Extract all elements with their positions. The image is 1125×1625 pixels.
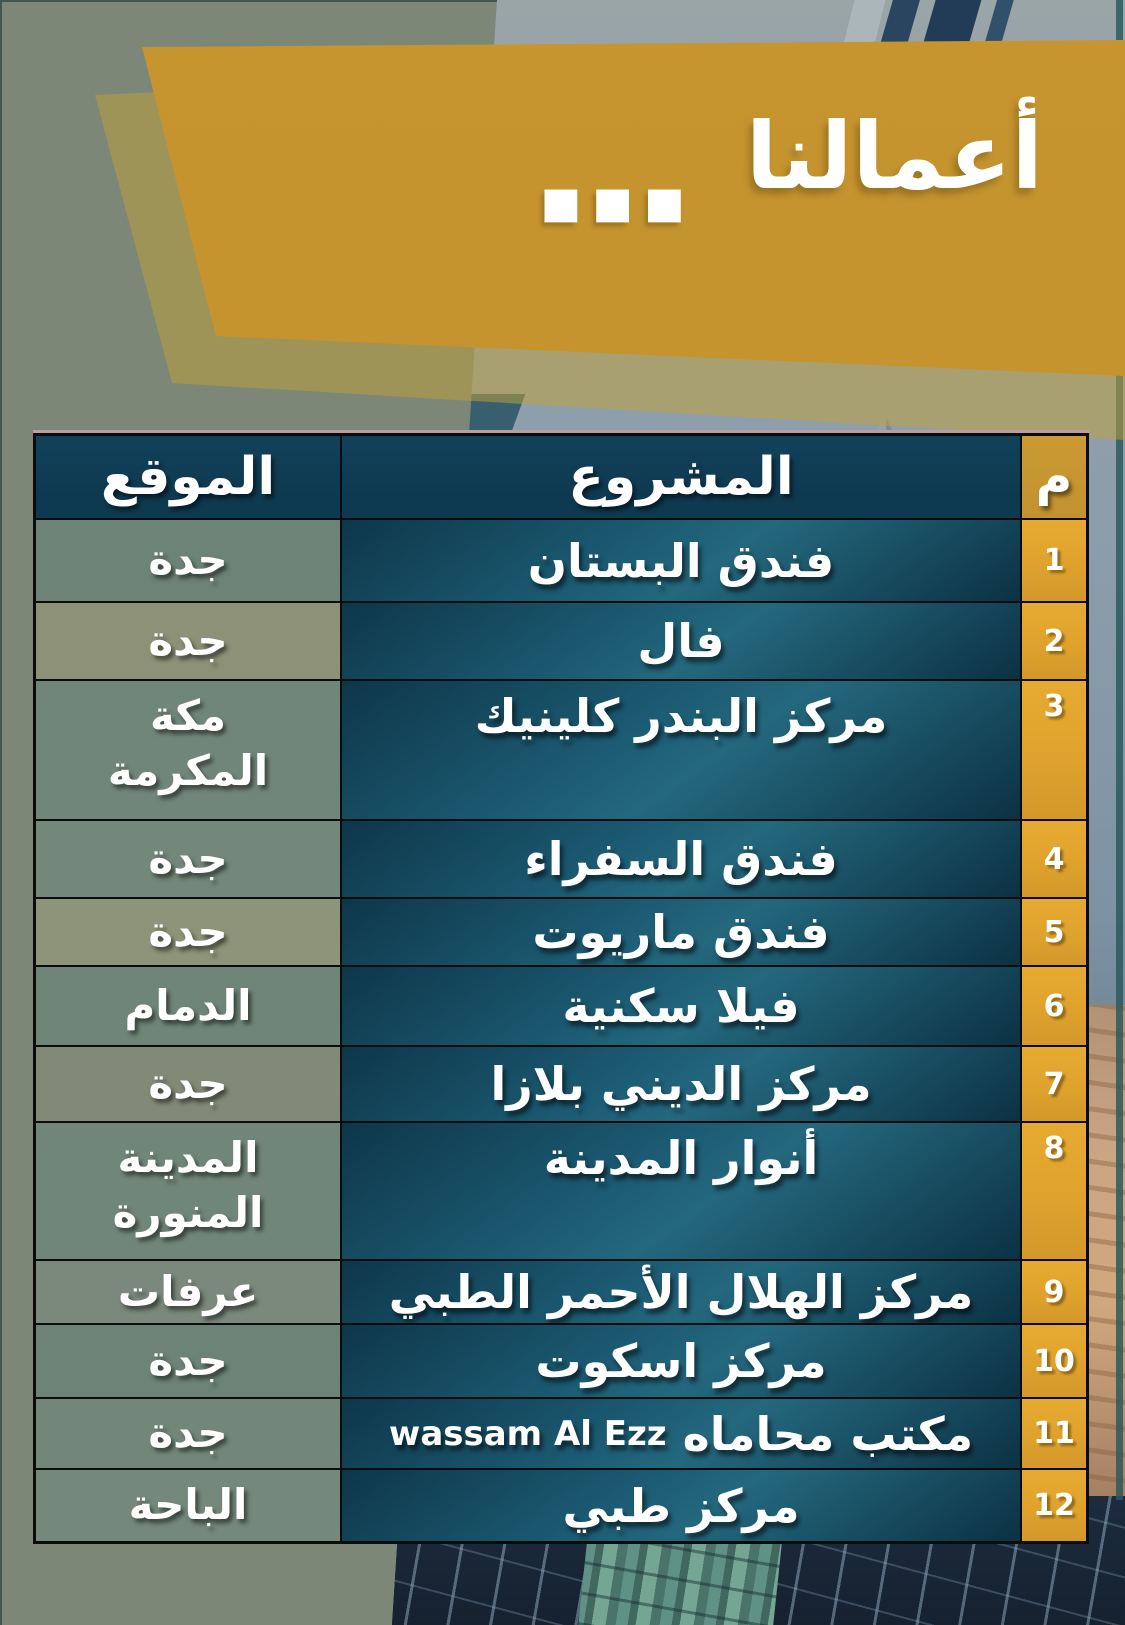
row-number-cell: 11: [1022, 1399, 1086, 1468]
row-number-cell: 7: [1022, 1047, 1086, 1121]
project-name: فندق ماريوت: [532, 905, 830, 959]
project-location-cell: الباحة: [36, 1470, 340, 1541]
row-number-cell: 4: [1022, 821, 1086, 897]
project-name-cell: أنوار المدينة: [342, 1123, 1020, 1259]
page-title: أعمالنا: [745, 103, 1043, 210]
project-name-cell: فندق السفراء: [342, 821, 1020, 897]
project-location-cell: جدة: [36, 821, 340, 897]
project-location-cell: عرفات: [36, 1261, 340, 1323]
row-number-cell: 1: [1022, 520, 1086, 601]
title-row: أعمالنا ▪▪▪: [539, 104, 1043, 234]
project-location-cell: جدة: [36, 1399, 340, 1468]
row-number-cell: 12: [1022, 1470, 1086, 1541]
project-name: فندق البستان: [527, 533, 835, 588]
project-name-cell: مركز الديني بلازا: [342, 1047, 1020, 1121]
project-location-cell: جدة: [36, 1047, 340, 1121]
project-name-cell: فيلا سكنية: [342, 967, 1020, 1045]
project-name-cell: مركز اسكوت: [342, 1325, 1020, 1397]
project-name-cell: فال: [342, 603, 1020, 679]
project-name: فيلا سكنية: [562, 979, 800, 1033]
row-number-cell: 5: [1022, 899, 1086, 965]
project-location-cell: الدمام: [36, 967, 340, 1045]
project-location-cell: جدة: [36, 899, 340, 965]
project-name: مكتب محاماه: [682, 1406, 974, 1461]
header-index: م: [1022, 436, 1086, 518]
project-location-cell: مكة المكرمة: [36, 681, 340, 819]
project-name-cell: مركز البندر كلينيك: [342, 681, 1020, 819]
project-name-cell: مكتب محاماه wassam Al Ezz: [342, 1399, 1020, 1468]
row-number-cell: 8: [1022, 1123, 1086, 1259]
row-number-cell: 2: [1022, 603, 1086, 679]
project-name-cell: فندق ماريوت: [342, 899, 1020, 965]
project-name-cell: فندق البستان: [342, 520, 1020, 601]
project-name-cell: مركز الهلال الأحمر الطبي: [342, 1261, 1020, 1323]
project-name: مركز الديني بلازا: [490, 1057, 872, 1111]
project-location-cell: جدة: [36, 603, 340, 679]
row-number-cell: 9: [1022, 1261, 1086, 1323]
project-name: فال: [637, 614, 725, 668]
project-name: فندق السفراء: [524, 832, 838, 886]
project-name-latin: wassam Al Ezz: [388, 1413, 667, 1454]
project-name: أنوار المدينة: [543, 1131, 819, 1185]
row-number-cell: 6: [1022, 967, 1086, 1045]
project-location-cell: جدة: [36, 1325, 340, 1397]
row-number-cell: 3: [1022, 681, 1086, 819]
project-name: مركز البندر كلينيك: [474, 689, 888, 743]
row-number-cell: 10: [1022, 1325, 1086, 1397]
projects-table: م المشروع الموقع 1 فندق البستان جدة 2 فا…: [33, 430, 1089, 1544]
title-dots: ▪▪▪: [538, 162, 694, 239]
header-project: المشروع: [342, 436, 1020, 518]
project-name: مركز الهلال الأحمر الطبي: [388, 1265, 974, 1319]
project-name: مركز طبي: [562, 1478, 800, 1533]
project-name-cell: مركز طبي: [342, 1470, 1020, 1541]
project-name: مركز اسكوت: [535, 1334, 827, 1388]
photo-edge-line: [1116, 0, 1123, 1500]
project-location-cell: المدينة المنورة: [36, 1123, 340, 1259]
project-location-cell: جدة: [36, 520, 340, 601]
header-location: الموقع: [36, 436, 340, 518]
